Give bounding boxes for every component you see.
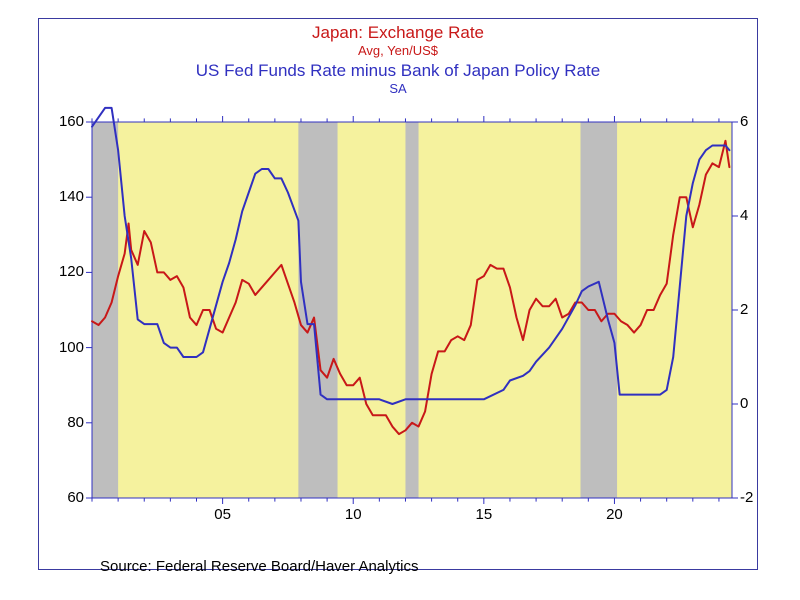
x-tick-label: 10 <box>333 506 373 523</box>
x-tick-label: 20 <box>594 506 634 523</box>
chart-container: { "canvas": { "width": 800, "height": 60… <box>0 0 800 600</box>
y-right-tick-label: 2 <box>740 301 770 318</box>
y-right-tick-label: 0 <box>740 395 770 412</box>
chart-titles: Japan: Exchange Rate Avg, Yen/US$ US Fed… <box>38 22 758 97</box>
title-4: SA <box>38 81 758 97</box>
y-left-tick-label: 120 <box>44 263 84 280</box>
title-2: Avg, Yen/US$ <box>38 43 758 59</box>
x-tick-label: 15 <box>464 506 504 523</box>
y-left-tick-label: 60 <box>44 489 84 506</box>
x-tick-label: 05 <box>203 506 243 523</box>
y-left-tick-label: 140 <box>44 188 84 205</box>
y-right-tick-label: 6 <box>740 113 770 130</box>
y-right-tick-label: -2 <box>740 489 770 506</box>
title-1: Japan: Exchange Rate <box>38 22 758 43</box>
y-left-tick-label: 160 <box>44 113 84 130</box>
y-left-tick-label: 100 <box>44 339 84 356</box>
y-left-tick-label: 80 <box>44 414 84 431</box>
y-right-tick-label: 4 <box>740 207 770 224</box>
plot-area <box>92 122 732 498</box>
source-label: Source: Federal Reserve Board/Haver Anal… <box>100 558 418 575</box>
title-3: US Fed Funds Rate minus Bank of Japan Po… <box>38 60 758 81</box>
